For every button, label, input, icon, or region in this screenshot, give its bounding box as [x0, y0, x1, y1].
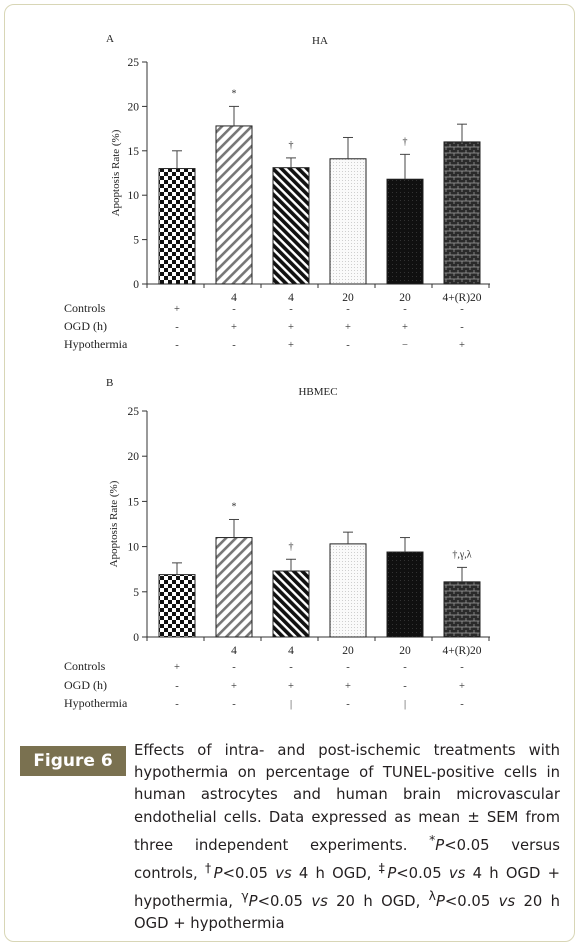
- panel-a-condition-mark: +: [231, 322, 237, 333]
- panel-a-condition-mark: -: [232, 340, 236, 351]
- panel-a-condition-mark: -: [346, 340, 350, 351]
- panel-a-category-label: 4: [288, 292, 294, 304]
- panel-b-condition-mark: +: [459, 681, 465, 692]
- panel-a-condition-mark: -: [175, 340, 179, 351]
- panel-b-condition-mark: -: [175, 681, 179, 692]
- panel-a-y-tick-label: 15: [128, 146, 140, 158]
- panel-a-y-tick-label: 10: [128, 190, 140, 202]
- panel-a-condition-mark: -: [175, 322, 179, 333]
- panel-b-condition-mark: -: [232, 662, 236, 673]
- panel-a-bar: [329, 158, 367, 285]
- panel-a-condition-mark: −: [402, 340, 408, 351]
- panel-b-y-tick-label: 20: [128, 451, 140, 463]
- panel-a-condition-mark: -: [403, 304, 407, 315]
- panel-b-condition-mark: +: [288, 681, 294, 692]
- panel-b-title: HBMEC: [298, 386, 337, 398]
- panel-b-y-tick-label: 0: [133, 632, 139, 644]
- figure-caption: Effects of intra- and post-ischemic trea…: [134, 742, 561, 933]
- figure-label: Figure 6: [20, 746, 126, 776]
- panel-b-bar: [272, 570, 310, 638]
- panel-b-category-label: 4+(R)20: [442, 645, 481, 657]
- panel-a-condition-mark: -: [346, 304, 350, 315]
- panel-a-y-tick-label: 20: [128, 101, 140, 113]
- panel-a-bar: [443, 141, 481, 285]
- panel-a-condition-mark: -: [289, 304, 293, 315]
- panel-b-row-label: Hypothermia: [64, 696, 128, 710]
- panel-a-condition-mark: +: [345, 322, 351, 333]
- panel-a-condition-mark: +: [459, 340, 465, 351]
- panel-a-letter: A: [106, 33, 114, 45]
- panel-b-bar: [386, 551, 424, 638]
- panel-b-condition-mark: -: [460, 662, 464, 673]
- panel-a-row-label: Hypothermia: [64, 337, 128, 351]
- panel-a-significance-mark: †: [289, 140, 294, 151]
- panel-b-condition-mark: |: [404, 699, 406, 710]
- panel-b-condition-mark: -: [346, 699, 350, 710]
- panel-a-y-axis-label: Apoptosis Rate (%): [110, 129, 122, 216]
- panel-b-bar: [329, 543, 367, 638]
- panel-a-y-tick-label: 5: [133, 235, 139, 247]
- panel-b-condition-mark: -: [346, 662, 350, 673]
- panel-a-condition-mark: -: [460, 322, 464, 333]
- panel-b-y-tick-label: 5: [133, 587, 139, 599]
- panel-b-category-label: 4: [288, 645, 294, 657]
- panel-a-condition-mark: +: [402, 322, 408, 333]
- panel-a-condition-mark: +: [288, 322, 294, 333]
- panel-b-bar: [443, 581, 481, 638]
- panel-a-condition-mark: -: [460, 304, 464, 315]
- panel-b-condition-mark: -: [289, 662, 293, 673]
- panel-a-bar: [386, 178, 424, 285]
- panel-a-category-label: 4+(R)20: [442, 292, 481, 304]
- panel-b-y-axis-label: Apoptosis Rate (%): [108, 480, 120, 567]
- panel-a-y-tick-label: 0: [133, 279, 139, 291]
- panel-a-row-label: OGD (h): [64, 319, 107, 333]
- panel-a-category-label: 20: [342, 292, 354, 304]
- panel-b-chart: B HBMEC Apoptosis Rate (%) 0 5 10 15 20 25 + - - * 4 -…: [64, 377, 490, 710]
- panel-b-y-tick-label: 15: [128, 496, 140, 508]
- panel-a-y-tick-label: 25: [128, 57, 140, 69]
- panel-b-condition-mark: +: [174, 662, 180, 673]
- panel-b-y-tick-label: 10: [128, 542, 140, 554]
- panel-a-condition-mark: +: [174, 304, 180, 315]
- panel-b-letter: B: [106, 377, 113, 389]
- panel-a-category-label: 20: [399, 292, 411, 304]
- panel-b-condition-mark: -: [175, 699, 179, 710]
- panel-b-condition-mark: +: [231, 681, 237, 692]
- panel-a-condition-mark: +: [288, 340, 294, 351]
- panel-b-condition-mark: -: [403, 662, 407, 673]
- panel-a-condition-mark: -: [232, 304, 236, 315]
- panel-b-significance-mark: †: [289, 541, 294, 552]
- panel-b-condition-mark: -: [460, 699, 464, 710]
- panel-a-significance-mark: *: [232, 88, 237, 99]
- panel-b-significance-mark: *: [232, 501, 237, 512]
- panel-b-row-label: Controls: [64, 659, 106, 673]
- panel-a-category-label: 4: [231, 292, 237, 304]
- panel-b-y-tick-label: 25: [128, 406, 140, 418]
- panel-b-bar: [215, 537, 253, 638]
- panel-b-category-label: 20: [342, 645, 354, 657]
- panel-b-category-label: 20: [399, 645, 411, 657]
- panel-b-bar: [158, 574, 196, 638]
- panel-a-row-label: Controls: [64, 301, 106, 315]
- panel-a-bar: [158, 168, 196, 285]
- panel-b-condition-mark: -: [232, 699, 236, 710]
- panel-a-bar: [215, 125, 253, 285]
- panel-b-condition-mark: +: [345, 681, 351, 692]
- panel-b-significance-mark: †,γ,λ: [452, 549, 471, 560]
- panel-b-condition-mark: -: [403, 681, 407, 692]
- panel-a-significance-mark: †: [403, 136, 408, 147]
- panel-a-title: HA: [312, 35, 328, 47]
- panel-b-row-label: OGD (h): [64, 678, 107, 692]
- panel-a-bar: [272, 167, 310, 285]
- panel-b-category-label: 4: [231, 645, 237, 657]
- panel-b-condition-mark: |: [290, 699, 292, 710]
